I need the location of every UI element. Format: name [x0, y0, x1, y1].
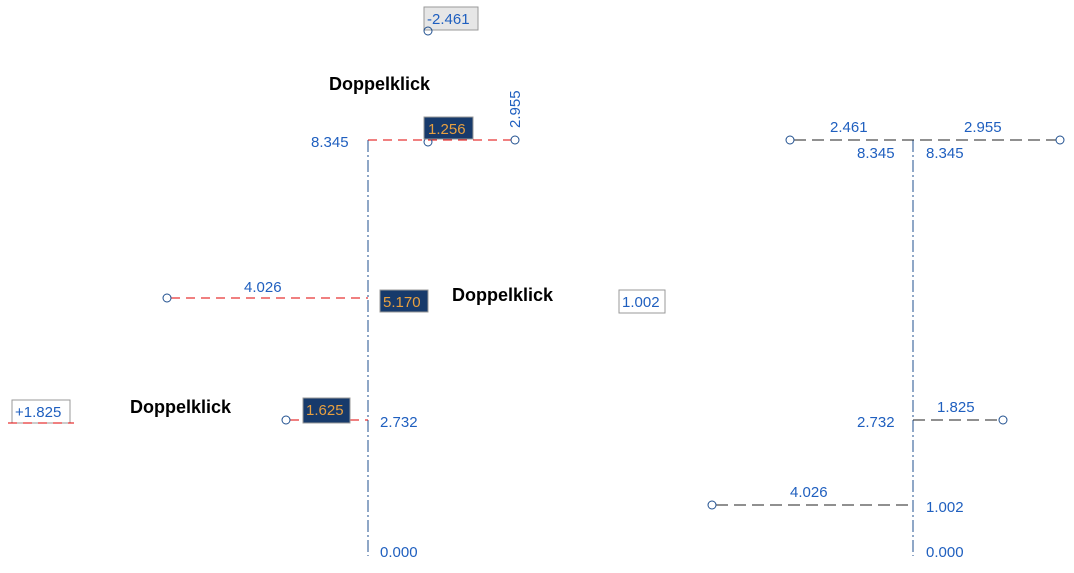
value-4026: 4.026 [244, 279, 282, 296]
edit-value-minus2461[interactable]: -2.461 [427, 11, 470, 28]
level-8345-right: 8.345 [926, 145, 964, 162]
selected-value-1256[interactable]: 1.256 [428, 121, 466, 138]
doppelklick-label-left: Doppelklick [130, 397, 232, 417]
edit-value-plus1825[interactable]: +1.825 [15, 404, 61, 421]
dim-endpoint [707, 500, 717, 510]
selected-value-box[interactable] [302, 397, 351, 424]
dim-endpoint[interactable] [281, 415, 291, 425]
doppelklick-label-middle: Doppelklick [452, 285, 554, 305]
level-1002: 1.002 [926, 499, 964, 516]
edit-box[interactable] [618, 289, 666, 314]
selected-value-box[interactable] [423, 116, 474, 140]
value-1825: 1.825 [937, 399, 975, 416]
value-2461: 2.461 [830, 119, 868, 136]
selected-value-1625[interactable]: 1.625 [306, 402, 344, 419]
level-0000-result: 0.000 [926, 544, 964, 561]
dim-endpoint [998, 415, 1008, 425]
dim-endpoint[interactable] [162, 293, 172, 303]
level-2732-result: 2.732 [857, 414, 895, 431]
level-8345-left: 8.345 [857, 145, 895, 162]
dim-endpoint [1055, 135, 1065, 145]
dim-endpoint[interactable] [510, 135, 520, 145]
value-2955: 2.955 [964, 119, 1002, 136]
right-value-2955: 2.955 [507, 90, 524, 128]
level-8345: 8.345 [311, 134, 349, 151]
level-0000: 0.000 [380, 544, 418, 561]
level-2732: 2.732 [380, 414, 418, 431]
dim-endpoint [423, 26, 433, 36]
edit-value-1002[interactable]: 1.002 [622, 294, 660, 311]
dim-endpoint [785, 135, 795, 145]
selected-value-5170[interactable]: 5.170 [383, 294, 421, 311]
edit-box[interactable] [423, 6, 479, 31]
value-4026-result: 4.026 [790, 484, 828, 501]
doppelklick-label-top: Doppelklick [329, 74, 431, 94]
selected-value-box[interactable] [379, 289, 429, 313]
